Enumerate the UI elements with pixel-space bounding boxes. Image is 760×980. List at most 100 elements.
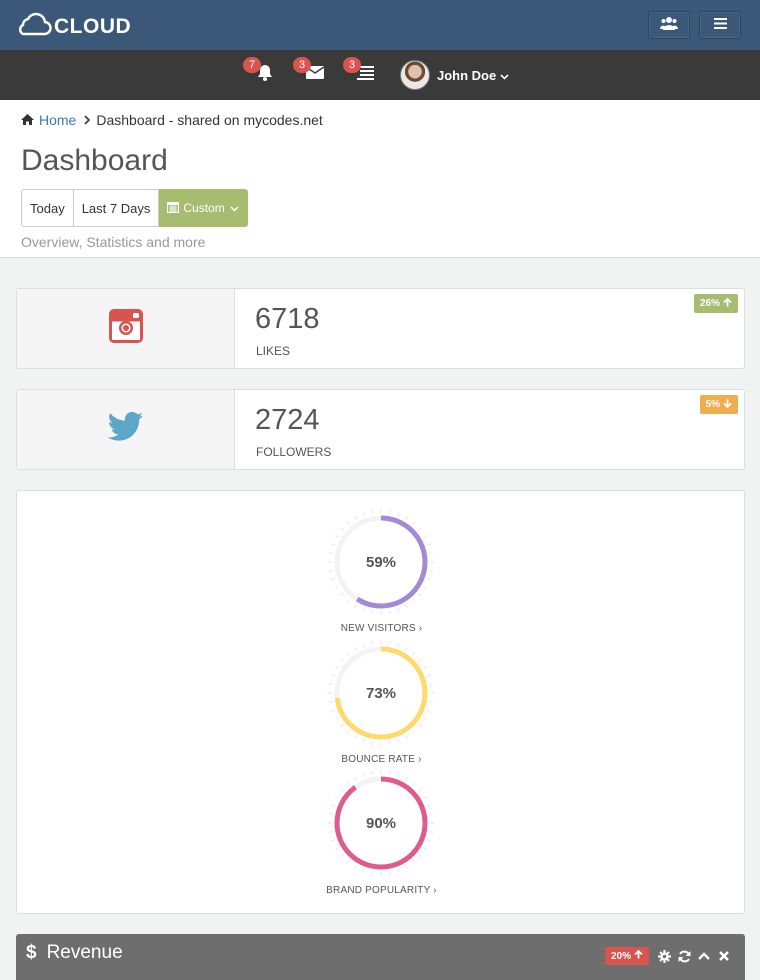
gauge-progress-arc — [334, 776, 428, 870]
gauge-tick — [334, 535, 339, 538]
gauge-tick — [354, 604, 357, 609]
instagram-icon — [108, 309, 143, 348]
gauge-tick — [354, 776, 357, 781]
gauge-tick — [331, 804, 336, 807]
gauge-tick — [334, 586, 339, 589]
avatar — [400, 60, 430, 90]
date-range-group: Today Last 7 Days Custom — [21, 189, 248, 227]
gauge-tick — [405, 515, 408, 520]
gauge-tick — [412, 652, 416, 656]
chevron-down-icon — [500, 68, 509, 83]
home-icon — [21, 112, 34, 128]
tasks-count: 3 — [343, 57, 361, 73]
gauge-label-brand-popularity[interactable]: BRAND POPULARITY › — [17, 885, 746, 896]
gauge-brand-popularity: 90% — [328, 770, 434, 876]
cloud-icon — [14, 12, 52, 41]
gauge-label-bounce-rate[interactable]: BOUNCE RATE › — [17, 754, 746, 765]
revenue-trend-badge: 20% — [604, 947, 649, 965]
revenue-panel-header: $ Revenue 20% — [16, 934, 745, 980]
gauge-tick — [334, 666, 339, 669]
gauge-tick — [362, 738, 365, 743]
breadcrumb: Home Dashboard - shared on mycodes.net — [21, 112, 323, 128]
gauge-tick — [426, 674, 431, 677]
today-button[interactable]: Today — [21, 189, 74, 227]
gauge-tick — [362, 643, 365, 648]
stat-icon-box — [17, 289, 235, 368]
gauge-tick — [362, 512, 365, 517]
last-7-days-button[interactable]: Last 7 Days — [73, 189, 160, 227]
gauge-tick — [429, 813, 434, 815]
arrow-down-icon — [723, 399, 732, 411]
gauge-tick — [346, 652, 350, 656]
gauge-tick — [371, 770, 373, 775]
gauge-value: 59% — [365, 553, 397, 571]
stat-label: LIKES — [256, 344, 291, 358]
tasks-button[interactable]: 3 — [343, 57, 377, 87]
calendar-icon — [167, 201, 180, 216]
user-menu[interactable]: John Doe — [400, 60, 509, 90]
gauge-tick — [389, 610, 391, 615]
gear-icon[interactable] — [657, 949, 671, 963]
gauge-label-new-visitors[interactable]: NEW VISITORS › — [17, 623, 746, 634]
gauge-tick — [423, 717, 428, 720]
brand-name: CLOUD — [54, 14, 132, 38]
gauge-tick — [429, 683, 434, 685]
badge-text: 26% — [699, 298, 720, 309]
gauge-tick — [389, 509, 391, 514]
stat-card-likes: 6718 LIKES 26% — [16, 288, 745, 369]
gauge-tick — [412, 599, 416, 603]
gauge-tick — [331, 578, 336, 581]
page-header: Home Dashboard - shared on mycodes.net D… — [0, 100, 760, 258]
gauge-label-text: NEW VISITORS — [340, 623, 416, 634]
gauge-tick — [354, 515, 357, 520]
gauge-tick — [371, 509, 373, 514]
gauge-tick — [412, 730, 416, 734]
gauge-tick — [397, 738, 400, 743]
gauge-tick — [371, 610, 373, 615]
users-icon — [660, 16, 678, 35]
gauge-tick — [418, 658, 422, 662]
gauge-tick — [423, 847, 428, 850]
close-icon[interactable] — [717, 949, 731, 963]
gauge-tick — [397, 512, 400, 517]
page-title: Dashboard — [21, 144, 168, 177]
gauge-tick — [371, 871, 373, 876]
custom-range-button[interactable]: Custom — [159, 189, 248, 227]
gauge-tick — [418, 724, 422, 728]
gauge-tick — [412, 521, 416, 525]
gauge-tick — [346, 860, 350, 864]
brand-logo[interactable]: CLOUD — [14, 12, 131, 41]
messages-button[interactable]: 3 — [293, 57, 327, 87]
gauge-tick — [426, 839, 431, 842]
gauge-tick — [354, 735, 357, 740]
notifications-count: 7 — [243, 57, 261, 73]
gauges-panel: 59% NEW VISITORS › 73% BOUNCE RATE › 90%… — [16, 490, 745, 914]
chevron-up-icon[interactable] — [697, 949, 711, 963]
gauge-tick — [328, 701, 333, 703]
breadcrumb-current: Dashboard - shared on mycodes.net — [96, 112, 323, 128]
revenue-title: $ Revenue — [26, 942, 123, 964]
gauge-tick — [429, 701, 434, 703]
users-button[interactable] — [648, 11, 690, 39]
menu-button[interactable] — [699, 11, 741, 39]
gauge-tick — [328, 552, 333, 554]
gauge-tick — [334, 796, 339, 799]
dollar-icon: $ — [26, 942, 37, 963]
notifications-button[interactable]: 7 — [243, 57, 277, 87]
stat-value: 6718 — [255, 303, 320, 335]
gauge-tick — [331, 839, 336, 842]
gauge-tick — [340, 593, 344, 597]
gauge-tick — [328, 813, 333, 815]
nav-bar: 7 3 3 John Doe — [0, 50, 760, 100]
gauge-tick — [340, 724, 344, 728]
refresh-icon[interactable] — [677, 949, 691, 963]
gauge-tick — [418, 527, 422, 531]
stat-label: FOLLOWERS — [256, 445, 332, 459]
gauge-tick — [340, 527, 344, 531]
breadcrumb-home-link[interactable]: Home — [39, 112, 77, 128]
gauge-progress-arc — [334, 646, 428, 740]
gauge-tick — [412, 860, 416, 864]
gauge-tick — [328, 570, 333, 572]
gauge-tick — [412, 782, 416, 786]
gauge-tick — [354, 865, 357, 870]
